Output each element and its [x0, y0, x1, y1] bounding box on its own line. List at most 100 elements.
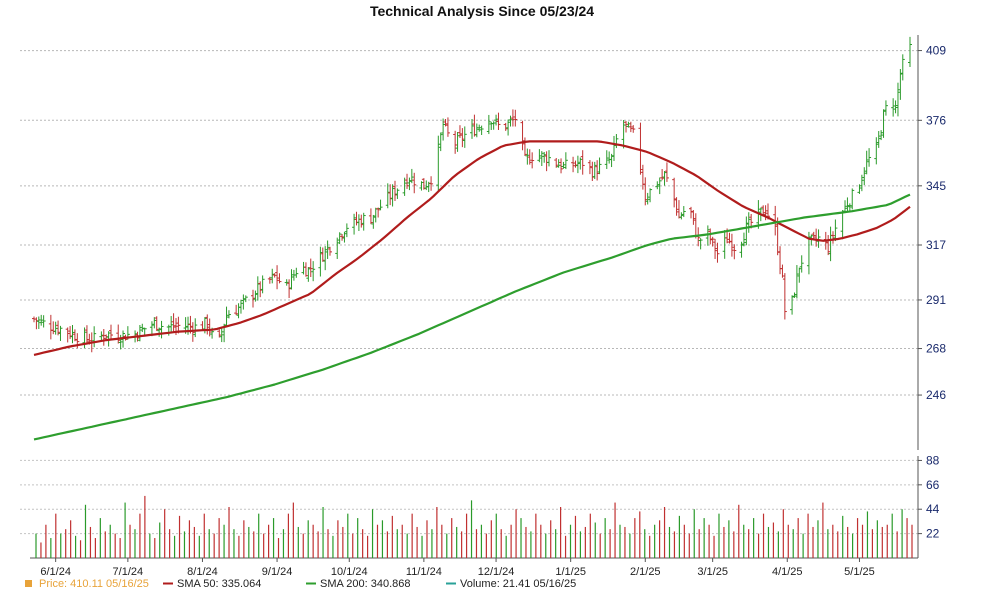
price-bar — [405, 173, 410, 189]
price-bar — [739, 241, 744, 258]
price-bar — [474, 123, 479, 138]
price-bar — [344, 223, 349, 238]
price-bar — [681, 206, 686, 218]
price-bar — [359, 214, 364, 228]
price-bar — [797, 267, 802, 283]
price-bar — [590, 161, 595, 181]
price-bar — [385, 183, 390, 209]
volume-tick-label: 22 — [926, 527, 940, 541]
price-bar — [361, 212, 366, 231]
price-bar — [323, 246, 328, 271]
price-bar — [503, 122, 508, 131]
price-bar — [392, 180, 397, 201]
price-bar — [537, 149, 542, 163]
price-bar — [335, 237, 340, 259]
price-bar — [101, 329, 106, 346]
price-bar — [790, 295, 795, 315]
price-bar — [506, 119, 511, 136]
date-tick-label: 5/1/25 — [844, 566, 875, 578]
price-bar — [84, 325, 89, 345]
price-bar — [303, 262, 308, 277]
price-bar — [287, 279, 292, 299]
price-bar — [470, 119, 474, 139]
price-bar — [342, 231, 347, 243]
price-bar — [491, 121, 496, 130]
price-bar — [643, 177, 648, 206]
price-bar — [311, 261, 316, 282]
price-tick-label: 246 — [926, 388, 946, 402]
price-bar — [479, 125, 484, 136]
date-axis-labels: 6/1/24 7/1/24 8/1/24 9/1/24 10/1/24 11/1/24 12… — [40, 566, 874, 578]
volume-tick-label: 88 — [926, 453, 940, 467]
price-bar — [527, 149, 532, 165]
price-bar — [655, 181, 660, 190]
price-bar — [597, 157, 602, 175]
price-bar — [356, 214, 361, 232]
price-bar — [722, 230, 727, 259]
price-bar — [157, 327, 162, 337]
date-tick-label: 2/1/25 — [630, 566, 661, 578]
price-bar — [513, 109, 518, 127]
price-bar — [72, 329, 77, 342]
price-bar — [746, 212, 751, 233]
price-bar — [876, 131, 881, 148]
price-bar — [489, 121, 494, 130]
price-bar — [840, 209, 845, 240]
price-bar — [496, 112, 501, 130]
price-bar — [811, 231, 816, 239]
price-bar — [604, 150, 609, 169]
price-bar — [226, 310, 231, 319]
price-bar — [443, 118, 448, 127]
price-bar — [407, 177, 412, 191]
price-bar — [429, 176, 434, 191]
price-bar — [614, 134, 619, 149]
price-bar — [698, 238, 703, 250]
price-bar — [308, 258, 313, 278]
price-bar — [595, 160, 600, 181]
price-bar — [571, 156, 576, 173]
price-bar — [412, 172, 417, 194]
price-bar — [51, 321, 56, 335]
price-bar — [592, 161, 597, 179]
price-bar — [207, 318, 212, 337]
axes — [30, 35, 922, 562]
price-bar — [419, 181, 424, 191]
price-bar — [169, 316, 174, 334]
price-bar — [395, 188, 400, 199]
date-tick-label: 7/1/24 — [113, 566, 144, 578]
price-bar — [563, 152, 568, 170]
price-bar — [272, 273, 277, 278]
date-tick-label: 1/1/25 — [555, 566, 586, 578]
chart-title: Technical Analysis Since 05/23/24 — [370, 3, 594, 19]
price-bar — [638, 122, 643, 175]
price-bar — [445, 117, 450, 137]
price-bar — [867, 148, 872, 167]
price-bar — [510, 109, 515, 127]
price-bar — [883, 100, 888, 116]
price-bar — [895, 82, 900, 117]
price-bar — [799, 255, 804, 273]
price-bar — [664, 162, 669, 182]
price-bar — [530, 152, 535, 169]
price-bar — [378, 199, 383, 211]
price-bar — [373, 207, 378, 223]
price-bar — [508, 115, 513, 127]
price-bar — [462, 126, 467, 148]
price-tick-label: 291 — [926, 293, 946, 307]
price-bar — [679, 212, 684, 220]
price-bar — [816, 229, 821, 248]
price-bar — [705, 225, 710, 246]
price-bar — [830, 231, 835, 244]
price-bar — [243, 295, 248, 303]
price-bar — [898, 69, 903, 100]
price-bar — [559, 158, 564, 174]
date-tick-label: 9/1/24 — [262, 566, 293, 578]
price-bar — [676, 200, 681, 219]
price-bar — [294, 267, 299, 278]
price-bar — [68, 326, 73, 340]
price-bar — [436, 135, 441, 192]
price-bar — [794, 265, 799, 299]
price-bar — [859, 174, 864, 192]
price-tick-label: 376 — [926, 113, 946, 127]
price-bar — [689, 206, 693, 219]
